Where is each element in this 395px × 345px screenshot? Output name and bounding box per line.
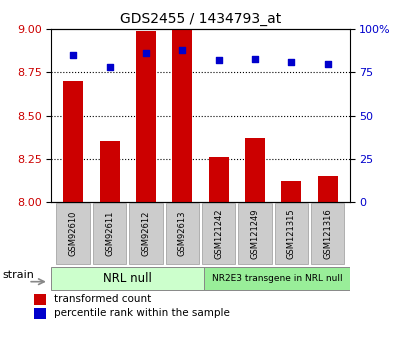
Bar — [318, 176, 338, 202]
Point — [252, 56, 258, 61]
FancyBboxPatch shape — [56, 203, 90, 264]
FancyBboxPatch shape — [93, 203, 126, 264]
Text: GSM121315: GSM121315 — [287, 208, 296, 259]
Text: transformed count: transformed count — [54, 294, 151, 304]
Point — [70, 52, 76, 58]
Bar — [245, 138, 265, 202]
Text: GSM121316: GSM121316 — [323, 208, 332, 259]
Point — [325, 61, 331, 67]
FancyBboxPatch shape — [202, 203, 235, 264]
Text: NR2E3 transgene in NRL null: NR2E3 transgene in NRL null — [212, 274, 342, 283]
Text: GSM92613: GSM92613 — [178, 211, 187, 256]
Point — [179, 47, 185, 53]
FancyBboxPatch shape — [51, 267, 204, 290]
Text: NRL null: NRL null — [103, 272, 152, 285]
Text: GSM121242: GSM121242 — [214, 208, 223, 259]
FancyBboxPatch shape — [311, 203, 344, 264]
Point — [216, 58, 222, 63]
Bar — [281, 181, 301, 202]
FancyBboxPatch shape — [166, 203, 199, 264]
Bar — [100, 141, 120, 202]
Bar — [34, 308, 47, 319]
Point — [143, 51, 149, 56]
Text: GSM92610: GSM92610 — [69, 211, 78, 256]
Text: percentile rank within the sample: percentile rank within the sample — [54, 308, 229, 318]
Point — [288, 59, 295, 65]
Text: GSM92612: GSM92612 — [141, 211, 150, 256]
Bar — [136, 31, 156, 202]
Point — [106, 65, 113, 70]
FancyBboxPatch shape — [129, 203, 163, 264]
Text: strain: strain — [3, 270, 34, 280]
FancyBboxPatch shape — [275, 203, 308, 264]
Text: GSM121249: GSM121249 — [250, 208, 260, 259]
FancyBboxPatch shape — [204, 267, 350, 290]
Bar — [34, 294, 47, 305]
Title: GDS2455 / 1434793_at: GDS2455 / 1434793_at — [120, 11, 281, 26]
Bar — [172, 29, 192, 202]
Bar — [209, 157, 229, 202]
Text: GSM92611: GSM92611 — [105, 211, 114, 256]
Bar — [63, 81, 83, 202]
FancyBboxPatch shape — [238, 203, 272, 264]
